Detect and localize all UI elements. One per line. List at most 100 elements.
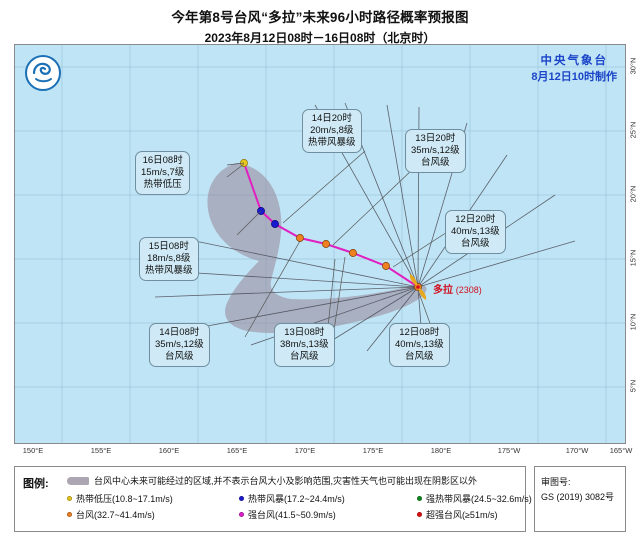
- callout-16d08-wind: 15m/s,7级: [141, 167, 185, 179]
- callout-13d08-category: 台风级: [290, 351, 319, 363]
- callout-15d08-wind: 18m/s,8级: [147, 253, 191, 265]
- callout-15d08-category: 热带风暴级: [145, 265, 193, 277]
- map-svg: [15, 45, 625, 443]
- track-point-14d08[interactable]: [296, 234, 304, 242]
- callout-13d08[interactable]: 13日08时 38m/s,13级 台风级: [274, 323, 335, 368]
- page-title: 今年第8号台风“多拉”未来96小时路径概率预报图 2023年8月12日08时－1…: [0, 6, 640, 46]
- lat-tick-0: 30°N: [628, 57, 638, 75]
- callout-12d20-wind: 40m/s,13级: [451, 226, 500, 238]
- callout-12d08[interactable]: 12日08时 40m/s,13级 台风级: [389, 323, 450, 368]
- legend-item-sty: 强台风(41.5~50.9m/s): [239, 508, 417, 521]
- legend-panel: 图例: 台风中心未来可能经过的区域,并不表示台风大小及影响范围,灾害性天气也可能…: [14, 466, 532, 532]
- legend-label-sts: 强热带风暴(24.5~32.6m/s): [426, 494, 532, 504]
- legend-item-superty: 超强台风(≥51m/s): [417, 508, 532, 521]
- callout-13d20-wind: 35m/s,12级: [411, 145, 460, 157]
- ocean-background: [15, 45, 625, 443]
- cone-swatch-icon: [67, 476, 89, 485]
- callout-15d08[interactable]: 15日08时 18m/s,8级 热带风暴级: [139, 237, 199, 282]
- lon-tick-3: 165°E: [226, 446, 248, 455]
- probability-cone: [207, 163, 427, 334]
- legend-items: 热带低压(10.8~17.1m/s) 热带风暴(17.2~24.4m/s) 强热…: [67, 492, 532, 521]
- lat-tick-1: 25°N: [628, 121, 638, 139]
- cma-logo-icon: [25, 55, 61, 91]
- legend-label-td: 热带低压(10.8~17.1m/s): [76, 494, 173, 504]
- lon-tick-7: 175°W: [497, 446, 521, 455]
- forecast-track-points[interactable]: [240, 159, 422, 291]
- callout-14d20-wind: 20m/s,8级: [310, 125, 354, 137]
- legend-label-sty: 强台风(41.5~50.9m/s): [248, 510, 336, 520]
- storm-number-text: (2308): [455, 285, 482, 295]
- callout-15d08-time: 15日08时: [148, 241, 189, 252]
- callout-12d20[interactable]: 12日20时 40m/s,13级 台风级: [445, 210, 506, 255]
- callout-14d08-category: 台风级: [165, 351, 194, 363]
- callout-13d20[interactable]: 13日20时 35m/s,12级 台风级: [405, 129, 466, 174]
- legend-item-ts: 热带风暴(17.2~24.4m/s): [239, 492, 417, 505]
- latitude-axis: 30°N 25°N 20°N 15°N 10°N 5°N: [626, 44, 640, 444]
- callout-16d08-category: 热带低压: [143, 179, 182, 191]
- callout-14d08[interactable]: 14日08时 35m/s,12级 台风级: [149, 323, 210, 368]
- callout-14d20-category: 热带风暴级: [308, 137, 356, 149]
- lat-tick-2: 20°N: [628, 185, 638, 203]
- lon-tick-1: 155°E: [90, 446, 112, 455]
- legend-item-sts: 强热带风暴(24.5~32.6m/s): [417, 492, 532, 505]
- callout-12d20-time: 12日20时: [455, 214, 496, 225]
- callout-16d08[interactable]: 16日08时 15m/s,7级 热带低压: [135, 151, 191, 196]
- agency-name: 中央气象台: [540, 55, 608, 67]
- track-point-12d20[interactable]: [382, 262, 390, 270]
- lon-tick-4: 170°E: [294, 446, 316, 455]
- title-subtitle: 2023年8月12日08时－16日08时（北京时）: [204, 31, 436, 45]
- callout-13d20-time: 13日20时: [415, 133, 456, 144]
- map-canvas[interactable]: 中央气象台 8月12日10时制作 多拉 (2308) 16日08时 15m/s,…: [14, 44, 626, 444]
- lon-tick-6: 180°E: [430, 446, 452, 455]
- callout-16d08-time: 16日08时: [142, 155, 183, 166]
- callout-13d08-wind: 38m/s,13级: [280, 339, 329, 351]
- callout-14d20-time: 14日20时: [311, 113, 352, 124]
- lon-tick-8: 170°W: [565, 446, 589, 455]
- legend-note-text: 台风中心未来可能经过的区域,并不表示台风大小及影响范围,灾害性天气也可能出现在阴…: [94, 476, 478, 486]
- typhoon-symbol-icon: [409, 274, 427, 300]
- legend-label-ts: 热带风暴(17.2~24.4m/s): [248, 494, 345, 504]
- legend-dot-sts-icon: [417, 496, 422, 501]
- title-main: 今年第8号台风“多拉”未来96小时路径概率预报图: [171, 10, 469, 25]
- callout-13d08-time: 13日08时: [284, 327, 325, 338]
- issue-time: 8月12日10时制作: [531, 70, 617, 83]
- legend-label-superty: 超强台风(≥51m/s): [426, 510, 498, 520]
- lon-tick-5: 175°E: [362, 446, 384, 455]
- legend-label-ty: 台风(32.7~41.4m/s): [76, 510, 155, 520]
- storm-name-marker: 多拉 (2308): [433, 281, 482, 296]
- legend-item-td: 热带低压(10.8~17.1m/s): [67, 492, 239, 505]
- track-point-14d20[interactable]: [271, 220, 279, 228]
- callout-12d08-wind: 40m/s,13级: [395, 339, 444, 351]
- legend-dot-ts-icon: [239, 496, 244, 501]
- track-point-13d08[interactable]: [349, 249, 357, 257]
- agency-credit: 中央气象台 8月12日10时制作: [531, 53, 617, 86]
- approval-value: GS (2019) 3082号: [541, 492, 615, 503]
- lat-tick-4: 10°N: [628, 313, 638, 331]
- legend-dot-sty-icon: [239, 512, 244, 517]
- map-inner: 中央气象台 8月12日10时制作 多拉 (2308) 16日08时 15m/s,…: [15, 45, 625, 443]
- approval-label: 审图号:: [541, 477, 571, 487]
- lon-tick-2: 160°E: [158, 446, 180, 455]
- callout-12d20-category: 台风级: [461, 238, 490, 250]
- callout-12d08-category: 台风级: [405, 351, 434, 363]
- legend-dot-td-icon: [67, 496, 72, 501]
- storm-name-text: 多拉: [433, 285, 453, 296]
- legend-dot-ty-icon: [67, 512, 72, 517]
- track-point-13d20[interactable]: [322, 240, 330, 248]
- callout-13d20-category: 台风级: [421, 157, 450, 169]
- longitude-axis: 150°E 155°E 160°E 165°E 170°E 175°E 180°…: [14, 446, 633, 460]
- callout-14d08-time: 14日08时: [159, 327, 200, 338]
- lat-tick-3: 15°N: [628, 249, 638, 267]
- lat-tick-5: 5°N: [628, 379, 638, 393]
- legend-title: 图例:: [23, 478, 49, 490]
- legend-dot-superty-icon: [417, 512, 422, 517]
- approval-panel: 审图号: GS (2019) 3082号: [534, 466, 626, 532]
- lon-tick-9: 165°W: [609, 446, 633, 455]
- callout-12d08-time: 12日08时: [399, 327, 440, 338]
- callout-14d08-wind: 35m/s,12级: [155, 339, 204, 351]
- legend-note-row: 台风中心未来可能经过的区域,并不表示台风大小及影响范围,灾害性天气也可能出现在阴…: [67, 474, 519, 487]
- lon-tick-0: 150°E: [22, 446, 44, 455]
- callout-14d20[interactable]: 14日20时 20m/s,8级 热带风暴级: [302, 109, 362, 154]
- legend-item-ty: 台风(32.7~41.4m/s): [67, 508, 239, 521]
